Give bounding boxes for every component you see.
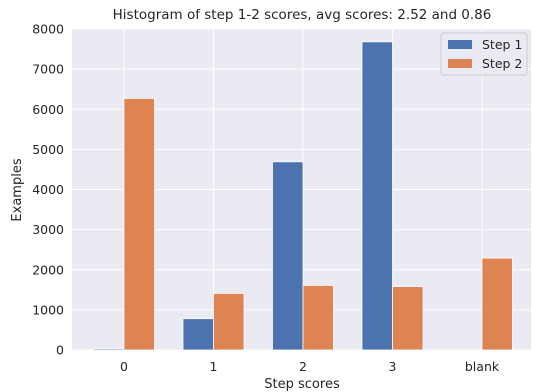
x-axis-label: Step scores (264, 377, 340, 392)
bar-step-2-2 (302, 284, 334, 351)
bar-step-2-3 (392, 286, 424, 351)
x-tick-label-0: 0 (120, 359, 128, 374)
bars (93, 41, 513, 351)
x-tick-labels: 0 1 2 3 blank (120, 359, 500, 374)
bar-step-1-3 (361, 41, 393, 351)
x-tick-label-1: 1 (210, 359, 218, 374)
y-tick-label-0: 0 (56, 343, 64, 358)
legend-label-step1: Step 1 (482, 37, 522, 52)
y-tick-label-5000: 5000 (32, 142, 64, 157)
y-tick-labels: 0 1000 2000 3000 4000 5000 6000 7000 8000 (32, 22, 64, 358)
x-tick-label-blank: blank (465, 359, 500, 374)
legend-swatch-step1 (448, 40, 472, 49)
bar-step-2-blank (481, 257, 513, 351)
bar-step-2-1 (213, 293, 245, 351)
bar-step-1-0 (93, 348, 125, 351)
y-tick-label-2000: 2000 (32, 262, 64, 277)
y-tick-label-7000: 7000 (32, 62, 64, 77)
y-axis-label: Examples (10, 158, 25, 221)
legend: Step 1 Step 2 (440, 32, 528, 76)
bar-step-1-1 (182, 318, 214, 351)
y-tick-label-1000: 1000 (32, 302, 64, 317)
bar-step-2-0 (123, 98, 155, 351)
y-tick-label-4000: 4000 (32, 182, 64, 197)
legend-label-step2: Step 2 (482, 56, 522, 71)
x-tick-label-2: 2 (299, 359, 307, 374)
y-tick-label-6000: 6000 (32, 102, 64, 117)
x-tick-label-3: 3 (389, 359, 397, 374)
chart-title: Histogram of step 1-2 scores, avg scores… (113, 7, 492, 23)
legend-swatch-step2 (448, 59, 472, 68)
y-tick-label-3000: 3000 (32, 222, 64, 237)
y-tick-label-8000: 8000 (32, 22, 64, 37)
bar-step-1-2 (272, 161, 304, 351)
